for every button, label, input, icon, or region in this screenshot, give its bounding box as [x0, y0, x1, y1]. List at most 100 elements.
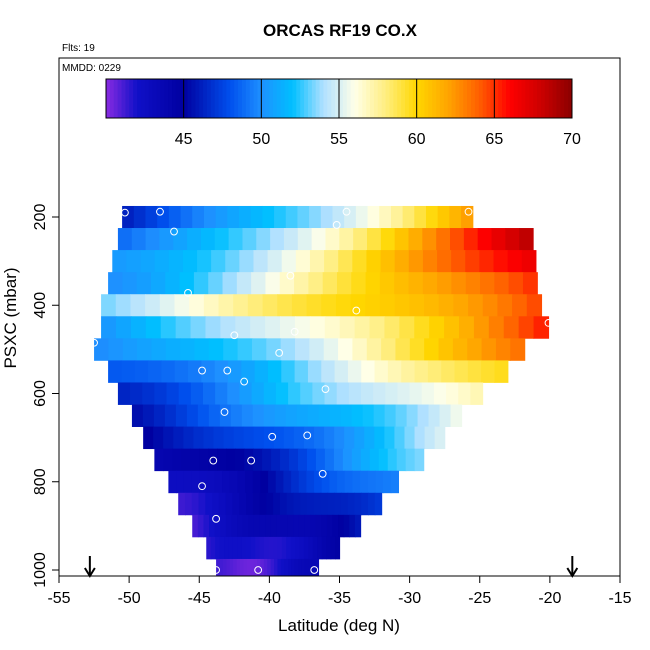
- heatmap-cell: [395, 338, 411, 361]
- heatmap-cell: [228, 360, 242, 383]
- heatmap-cell: [312, 536, 318, 560]
- heatmap-cell: [526, 294, 543, 317]
- colorbar-swatch: [354, 79, 359, 118]
- heatmap-cell: [408, 228, 423, 251]
- heatmap-cell: [210, 536, 216, 560]
- heatmap-cell: [273, 492, 281, 516]
- heatmap-cell: [394, 272, 410, 295]
- heatmap-cell: [175, 404, 188, 427]
- heatmap-cell: [174, 294, 190, 317]
- heatmap-cell: [274, 404, 287, 427]
- heatmap-cell: [175, 316, 192, 339]
- heatmap-cell: [260, 558, 265, 576]
- heatmap-cell: [477, 228, 493, 251]
- colorbar-swatch: [544, 79, 550, 118]
- heatmap-cell: [122, 272, 138, 295]
- heatmap-cell: [438, 294, 454, 317]
- heatmap-cell: [183, 426, 195, 450]
- heatmap-cell: [209, 514, 216, 538]
- sample-point: [198, 366, 206, 375]
- colorbar-swatch: [393, 79, 398, 118]
- heatmap-cell: [218, 294, 234, 317]
- heatmap-cell: [324, 250, 339, 273]
- heatmap-cell: [422, 250, 438, 273]
- heatmap-cell: [473, 316, 490, 339]
- x-axis: -55 -50 -45 -40 -35 -30 -25 -20 -15: [47, 576, 632, 607]
- heatmap-cell: [214, 228, 230, 251]
- colorbar-swatch: [133, 79, 138, 118]
- heatmap-cell: [390, 470, 400, 494]
- heatmap-cell: [394, 228, 410, 251]
- heatmap-cell: [367, 470, 377, 494]
- heatmap-cell: [283, 470, 292, 494]
- heatmap-cell: [349, 514, 356, 538]
- heatmap-cell: [354, 316, 371, 339]
- heatmap-cell: [121, 360, 136, 383]
- heatmap-cell: [354, 426, 365, 450]
- heatmap-cell: [145, 205, 158, 229]
- heatmap-cell: [494, 272, 510, 295]
- heatmap-cell: [286, 536, 292, 560]
- heatmap-cell: [512, 294, 528, 317]
- heatmap-cell: [265, 514, 272, 538]
- heatmap-cell: [218, 492, 227, 516]
- heatmap-cell: [208, 338, 224, 361]
- heatmap-cell: [268, 470, 277, 494]
- colorbar-swatch: [218, 79, 223, 118]
- heatmap-cell: [203, 426, 215, 450]
- colorbar-swatch: [245, 79, 251, 118]
- heatmap-cell: [280, 316, 296, 339]
- colorbar-swatch: [568, 79, 573, 118]
- heatmap-cell: [321, 294, 337, 317]
- heatmap-cell: [280, 558, 285, 576]
- heatmap-cell: [453, 294, 469, 317]
- heatmap-cell: [213, 426, 225, 450]
- heatmap-cell: [397, 382, 411, 405]
- colorbar-swatch: [172, 79, 177, 118]
- heatmap-cell: [380, 250, 396, 273]
- heatmap-cell: [238, 205, 252, 229]
- heatmap-cell: [394, 250, 410, 273]
- heatmap-cell: [115, 294, 132, 317]
- heatmap-cell: [131, 404, 144, 427]
- heatmap-cell: [263, 404, 276, 427]
- heatmap-cell: [351, 272, 367, 295]
- heatmap-cell: [230, 404, 243, 427]
- heatmap-cell: [225, 514, 233, 538]
- heatmap-cell: [332, 205, 345, 229]
- heatmap-cell: [265, 316, 281, 339]
- colorbar-swatch: [296, 79, 301, 118]
- colorbar-swatch: [537, 79, 542, 118]
- heatmap-cell: [297, 228, 313, 251]
- sample-point: [286, 271, 295, 280]
- heatmap-cell: [142, 404, 155, 427]
- colorbar-swatch: [540, 79, 546, 118]
- heatmap-cell: [271, 448, 281, 472]
- heatmap-cell: [229, 558, 234, 576]
- y-tick-label: 1000: [32, 552, 49, 588]
- heatmap-cell: [333, 448, 344, 472]
- heatmap-cell: [231, 514, 238, 538]
- heatmap-cell: [522, 272, 538, 295]
- heatmap-cell: [408, 272, 424, 295]
- heatmap-cell: [335, 294, 352, 317]
- heatmap-cell: [233, 426, 245, 450]
- heatmap-cell: [409, 338, 425, 361]
- heatmap-cell: [253, 514, 261, 538]
- x-tick-label: -40: [258, 590, 281, 607]
- x-tick-label: -20: [538, 590, 561, 607]
- heatmap-cell: [297, 558, 302, 576]
- heatmap-cell: [309, 205, 322, 229]
- y-tick-label: 200: [32, 204, 49, 231]
- colorbar-swatch: [420, 79, 425, 118]
- heatmap-cell: [254, 360, 269, 383]
- sample-point: [290, 327, 299, 336]
- heatmap-cell: [465, 250, 480, 273]
- heatmap-cell: [315, 558, 320, 576]
- colorbar-swatch: [467, 79, 472, 118]
- sample-point: [352, 306, 361, 315]
- heatmap-cell: [259, 492, 267, 516]
- heatmap-cell: [394, 426, 406, 450]
- heatmap-cell: [219, 536, 225, 560]
- heatmap-cell: [309, 250, 325, 273]
